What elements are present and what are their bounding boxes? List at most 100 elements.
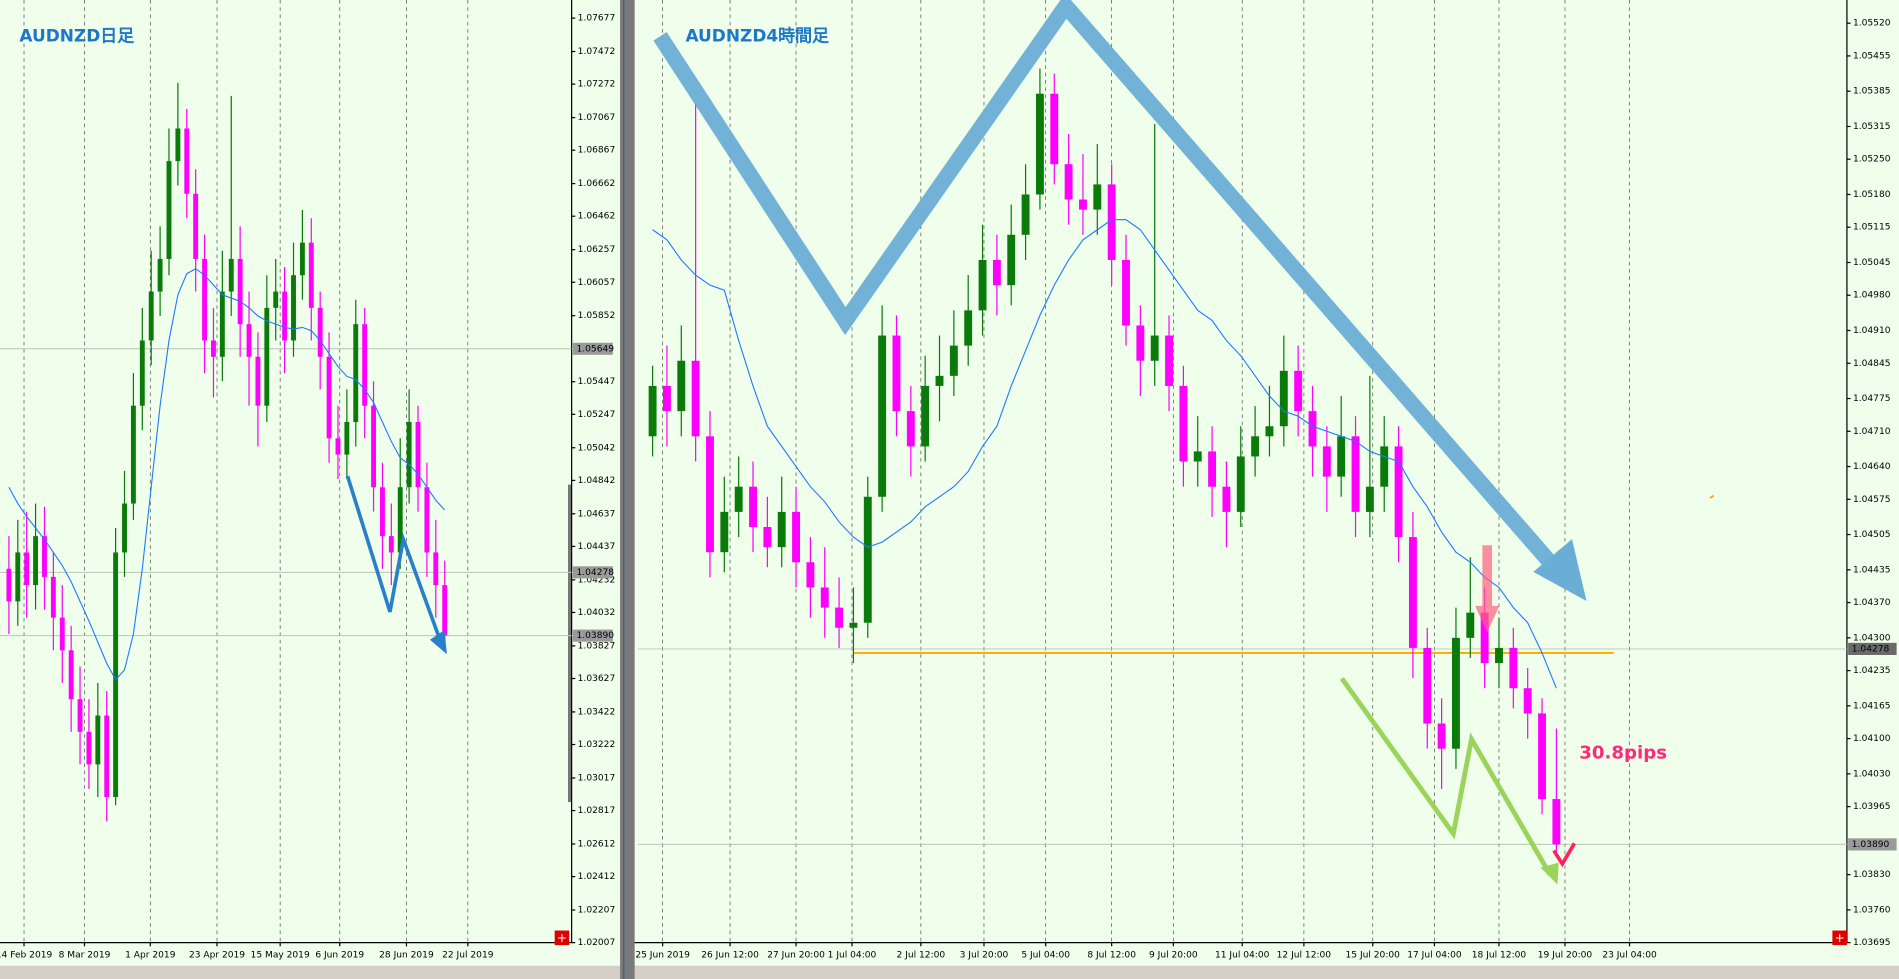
x-tick-label: 27 Jun 20:00: [767, 950, 825, 960]
candle-body: [1423, 647, 1432, 724]
x-tick-label: 28 Jun 2019: [379, 950, 434, 960]
candle-body: [317, 307, 323, 357]
x-tick-label: 11 Jul 04:00: [1215, 950, 1270, 960]
annotations: + + AUDNZD日足 AUDNZD4時間足 30.8pips: [19, 0, 1847, 946]
plus-icon: +: [1835, 931, 1845, 945]
plus-button[interactable]: [1832, 930, 1847, 946]
y-tick-label: 1.04775: [1853, 394, 1891, 404]
plus-icon: +: [557, 931, 567, 945]
candle-body: [24, 552, 30, 586]
y-tick-label: 1.05520: [1853, 19, 1891, 29]
candle-body: [1495, 647, 1503, 664]
x-tick-label: 9 Jul 20:00: [1149, 950, 1198, 960]
candle-body: [1193, 451, 1202, 462]
candle-body: [388, 536, 394, 553]
y-tick-label: 1.04435: [1853, 565, 1891, 575]
candle-body: [921, 385, 930, 447]
candle-body: [95, 715, 101, 765]
candle-body: [77, 699, 83, 732]
x-tick-label: 15 May 2019: [251, 950, 310, 960]
candle-body: [442, 585, 448, 636]
y-tick-label: 1.06057: [578, 278, 616, 288]
y-tick-label: 1.04910: [1853, 326, 1891, 336]
y-tick-label: 1.05250: [1853, 155, 1891, 165]
candle-body: [978, 259, 987, 311]
dot: [1709, 494, 1715, 499]
candle-body: [935, 375, 944, 386]
y-tick-label: 1.06257: [578, 245, 616, 255]
arrow-green: [1339, 677, 1553, 877]
candle-body: [677, 360, 686, 412]
candle-body: [273, 291, 279, 308]
y-tick-label: 1.04032: [578, 608, 616, 618]
candle-body: [362, 324, 368, 406]
candle-body: [1509, 647, 1518, 689]
candle-body: [806, 562, 815, 588]
candle-body: [1466, 612, 1475, 638]
price-label-box: [1848, 642, 1897, 655]
candle-body: [50, 576, 56, 618]
price-label-box: [1848, 838, 1897, 851]
y-tick-label: 1.07677: [578, 14, 616, 24]
candle-body: [33, 536, 39, 586]
candle-body: [148, 291, 154, 341]
x-tick-label: 6 Jun 2019: [315, 950, 364, 960]
y-tick-label: 1.04845: [1853, 359, 1891, 369]
candle-body: [992, 259, 1001, 286]
candle-body: [219, 291, 225, 357]
candle-body: [1552, 799, 1561, 845]
candle-body: [1452, 637, 1460, 749]
price-label: 1.05649: [576, 344, 614, 354]
plus-button[interactable]: [554, 930, 570, 946]
candle-body: [849, 622, 858, 628]
candle-body: [353, 324, 359, 422]
candle-body: [1165, 335, 1173, 386]
x-tick-label: 12 Jul 12:00: [1277, 950, 1332, 960]
price-label-box: [572, 629, 613, 642]
moving-average: [8, 268, 446, 681]
candle-body: [1265, 426, 1274, 437]
candle-body: [1322, 446, 1331, 477]
x-tick-label: 22 Jul 2019: [442, 950, 494, 960]
candle-body: [1035, 93, 1044, 195]
arrowhead: [1533, 539, 1587, 601]
x-tick-label: 23 Apr 2019: [189, 950, 245, 960]
candle-body: [691, 360, 700, 437]
y-tick-label: 1.05247: [578, 410, 616, 420]
y-tick-label: 1.05042: [578, 443, 616, 453]
candle-body: [166, 161, 172, 259]
x-tick-label: 8 Jul 12:00: [1087, 950, 1136, 960]
y-tick-label: 1.02007: [578, 938, 616, 948]
right-panel: [634, 0, 1899, 966]
y-tick-label: 1.03760: [1853, 905, 1891, 915]
y-tick-label: 1.03695: [1853, 938, 1891, 948]
y-tick-label: 1.04575: [1853, 495, 1891, 505]
candle-body: [59, 617, 65, 651]
candle-body: [255, 356, 261, 406]
candle-body: [1308, 411, 1317, 447]
plots: 14 Feb 2019 8 Mar 2019 1 Apr 2019 23 Apr 20…: [0, 0, 1897, 960]
y-tick-label: 1.03222: [578, 740, 616, 750]
y-tick-label: 1.05180: [1853, 190, 1891, 200]
candle-body: [193, 193, 199, 259]
x-tick-label: 1 Jul 04:00: [828, 950, 877, 960]
candle-body: [1394, 446, 1403, 538]
price-label: 1.04278: [1852, 644, 1890, 654]
candle-body: [720, 511, 729, 553]
candle-body: [1021, 194, 1030, 235]
candle-body: [1408, 537, 1417, 648]
candle-body: [1538, 713, 1546, 800]
x-tick-label: 2 Jul 12:00: [897, 950, 946, 960]
candle-body: [139, 340, 145, 406]
y-tick-label: 1.04235: [1853, 666, 1891, 676]
price-label: 1.03890: [1852, 840, 1890, 850]
candle-body: [1107, 184, 1116, 260]
candle-body: [734, 486, 743, 512]
y-tick-label: 1.07472: [578, 47, 616, 57]
y-tick-label: 1.03627: [578, 674, 616, 684]
y-tick-label: 1.05455: [1853, 51, 1891, 61]
candle-body: [1150, 335, 1159, 361]
y-tick-label: 1.03965: [1853, 802, 1891, 812]
moving-average: [652, 219, 1557, 689]
